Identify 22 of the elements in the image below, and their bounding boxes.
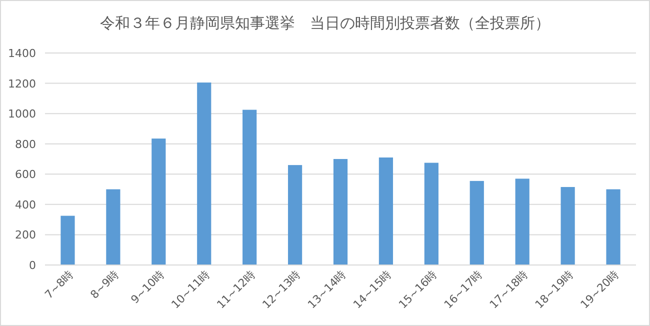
bar <box>197 82 212 265</box>
bar <box>288 165 302 265</box>
bar <box>152 138 166 265</box>
y-tick-label: 1200 <box>8 77 36 90</box>
y-tick-label: 200 <box>15 228 36 242</box>
y-tick-label: 800 <box>15 138 36 151</box>
y-tick-label: 600 <box>15 168 36 182</box>
bar <box>470 180 484 265</box>
bar <box>60 216 75 265</box>
bar <box>515 178 530 265</box>
y-tick-label: 1000 <box>8 108 36 121</box>
bar <box>560 187 575 265</box>
bar <box>106 189 120 265</box>
bar <box>242 110 257 265</box>
bar <box>424 162 438 265</box>
bar <box>606 189 620 265</box>
bar <box>378 157 394 265</box>
y-tick-label: 0 <box>29 259 36 272</box>
bar <box>333 159 348 265</box>
y-tick-label: 400 <box>15 198 36 212</box>
chart-title: 令和３年６月静岡県知事選挙 当日の時間別投票者数（全投票所） <box>100 14 550 32</box>
y-tick-label: 1400 <box>8 47 36 60</box>
